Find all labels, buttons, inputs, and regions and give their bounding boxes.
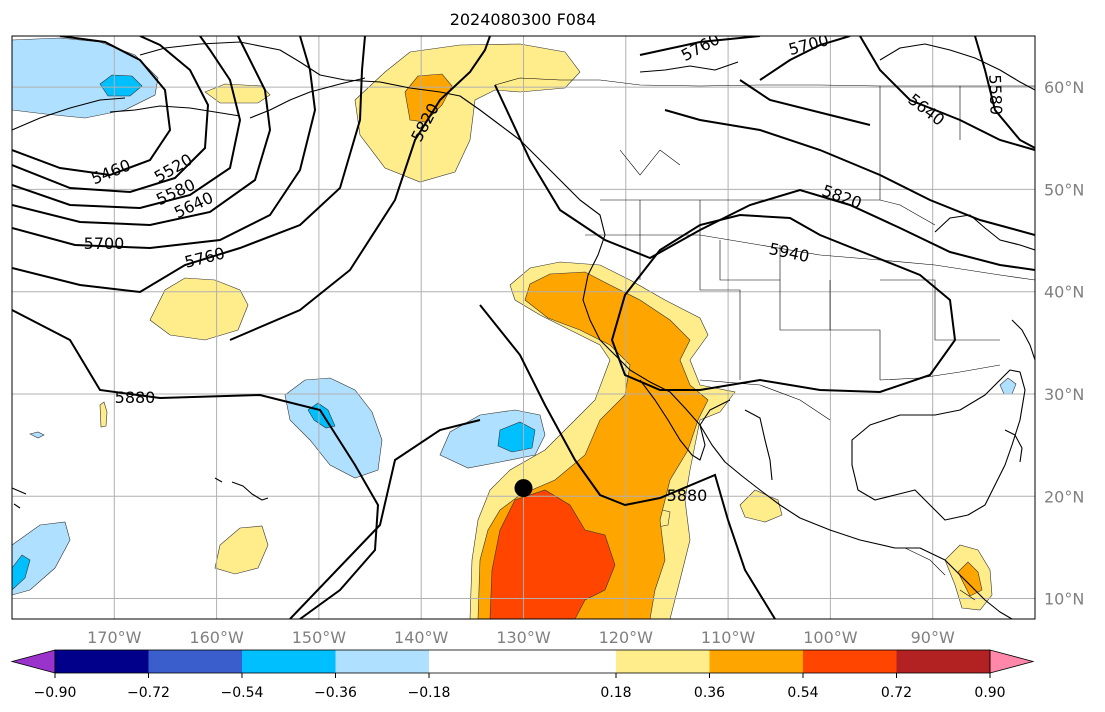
colorbar-tick-label: 0.36 <box>694 685 725 701</box>
contour-5760-east <box>639 36 1035 236</box>
latitude-tick-label: 50°N <box>1044 180 1084 199</box>
colorbar-tick-label: 0.54 <box>787 685 818 701</box>
colorbar-bin <box>335 650 429 673</box>
colorbar-tick-label: −0.54 <box>221 685 264 701</box>
negative-anomaly-small <box>29 431 45 439</box>
colorbar-tick-label: −0.90 <box>34 685 77 701</box>
red-anomaly <box>489 489 616 619</box>
colorbar-bin <box>616 650 710 673</box>
positive-anomaly-hawaii <box>214 525 269 575</box>
colorbar-tick-labels: −0.90 −0.72 −0.54 −0.36 −0.18 0.18 0.36 0.54 0.7… <box>34 673 1006 701</box>
map-area: 5460 5520 5580 5640 5700 5760 5820 5880 … <box>12 36 1035 619</box>
colorbar-bin <box>148 650 242 673</box>
contour-label: 5700 <box>84 234 125 253</box>
latitude-tick-label: 40°N <box>1044 283 1084 302</box>
negative-anomaly-central <box>284 377 383 479</box>
contour-5820-west <box>12 309 481 619</box>
longitude-tick-label: 120°W <box>599 628 654 647</box>
negative-anomaly-southwest <box>12 521 71 596</box>
latitude-tick-label: 60°N <box>1044 78 1084 97</box>
latitude-tick-labels: 10°N 20°N 30°N 40°N 50°N 60°N <box>1044 78 1084 608</box>
colorbar-tick-label: 0.72 <box>881 685 912 701</box>
colorbar-bin <box>709 650 803 673</box>
longitude-tick-label: 110°W <box>701 628 756 647</box>
colorbar-bin <box>803 650 897 673</box>
contour-label: 5880 <box>115 388 156 407</box>
map-title: 2024080300 F084 <box>450 10 597 29</box>
colorbar-extend-max <box>989 649 1035 674</box>
contour-label: 5880 <box>667 486 708 505</box>
longitude-tick-label: 140°W <box>394 628 449 647</box>
colorbar-tick-label: −0.72 <box>127 685 170 701</box>
location-marker <box>514 479 533 498</box>
contour-5940 <box>610 213 957 394</box>
contour-5820-north <box>229 36 491 341</box>
longitude-tick-label: 170°W <box>87 628 142 647</box>
political-borders <box>494 77 1035 601</box>
contour-5520 <box>12 36 210 194</box>
longitude-tick-label: 100°W <box>803 628 858 647</box>
contour-5880-main <box>479 304 776 619</box>
latitude-tick-label: 30°N <box>1044 385 1084 404</box>
height-contours <box>12 36 1035 619</box>
colorbar-tick-label: 0.90 <box>974 685 1005 701</box>
latitude-tick-label: 20°N <box>1044 487 1084 506</box>
contour-5580-east <box>974 36 1035 149</box>
contour-5760 <box>12 36 366 294</box>
map-frame <box>11 35 1036 620</box>
longitude-tick-label: 150°W <box>292 628 347 647</box>
longitude-tick-labels: 170°W 160°W 150°W 140°W 130°W 120°W 110°W 100°W… <box>87 628 955 647</box>
orange-anomaly-alaska <box>404 73 453 123</box>
shaded-field <box>12 37 1017 619</box>
positive-anomaly-aleutian <box>204 83 271 104</box>
orange-anomaly-central-america <box>957 561 983 597</box>
contour-5580 <box>12 36 242 210</box>
contour-5820-east <box>494 84 1035 271</box>
blue-anomaly-southwest <box>12 554 31 591</box>
colorbar-bin <box>429 650 616 673</box>
map-gridlines <box>12 36 1035 619</box>
coastlines <box>12 41 1035 619</box>
colorbar-extend-min <box>10 649 56 674</box>
colorbar-bin <box>242 650 336 673</box>
longitude-tick-label: 130°W <box>496 628 551 647</box>
contour-5640-east <box>859 36 1035 151</box>
positive-anomaly-west <box>149 277 249 341</box>
blue-anomaly-east <box>497 421 536 453</box>
latitude-tick-label: 10°N <box>1044 590 1084 609</box>
colorbar-outline <box>54 649 991 674</box>
contour-label: 5580 <box>985 74 1005 115</box>
colorbar <box>10 649 1035 674</box>
colorbar-tick-label: −0.18 <box>408 685 451 701</box>
colorbar-bin <box>55 650 149 673</box>
contour-5640 <box>12 36 272 227</box>
longitude-tick-label: 160°W <box>189 628 244 647</box>
positive-anomaly-small <box>99 401 108 428</box>
longitude-tick-label: 90°W <box>911 628 955 647</box>
colorbar-tick-label: −0.36 <box>314 685 357 701</box>
colorbar-tick-label: 0.18 <box>600 685 631 701</box>
blue-anomaly-north <box>99 74 143 97</box>
contour-5700-east <box>739 36 871 126</box>
negative-anomaly-gulf <box>999 377 1017 395</box>
colorbar-bin <box>896 650 990 673</box>
contour-5460 <box>12 36 172 177</box>
contour-5700 <box>12 36 317 250</box>
